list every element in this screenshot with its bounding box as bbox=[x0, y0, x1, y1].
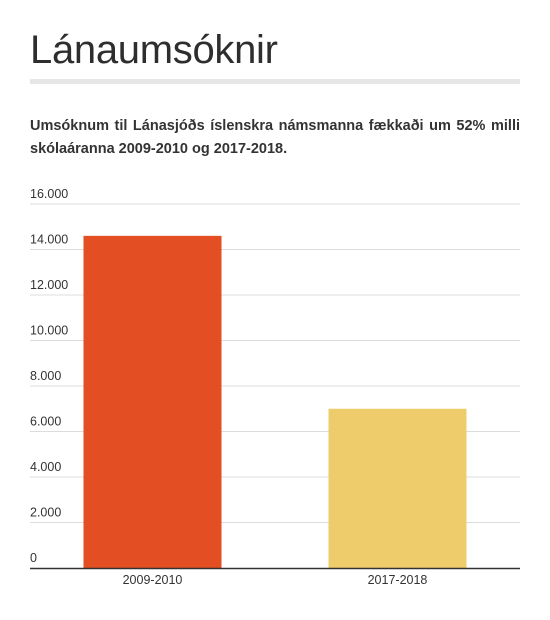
y-tick-label: 2.000 bbox=[30, 506, 61, 520]
x-tick-label: 2017-2018 bbox=[368, 573, 428, 587]
y-tick-label: 8.000 bbox=[30, 369, 61, 383]
bar-2017-2018 bbox=[328, 408, 467, 568]
y-tick-label: 6.000 bbox=[30, 415, 61, 429]
y-tick-label: 4.000 bbox=[30, 460, 61, 474]
y-tick-label: 12.000 bbox=[30, 278, 68, 292]
y-tick-label: 0 bbox=[30, 551, 37, 565]
title-divider bbox=[30, 79, 520, 84]
y-tick-label: 10.000 bbox=[30, 324, 68, 338]
chart-title: Lánaumsóknir bbox=[30, 28, 278, 72]
y-axis-tick-labels: 0 2.000 4.000 6.000 8.000 10.000 12.000 14.000 1… bbox=[30, 187, 68, 565]
y-tick-label: 14.000 bbox=[30, 233, 68, 247]
x-tick-label: 2009-2010 bbox=[123, 573, 183, 587]
x-axis-tick-labels: 2009-2010 2017-2018 bbox=[123, 573, 428, 587]
bar-2009-2010 bbox=[83, 235, 222, 568]
bars bbox=[83, 235, 467, 568]
y-tick-label: 16.000 bbox=[30, 187, 68, 201]
chart-subtitle: Umsóknum til Lánasjóðs íslenskra námsman… bbox=[30, 118, 520, 157]
